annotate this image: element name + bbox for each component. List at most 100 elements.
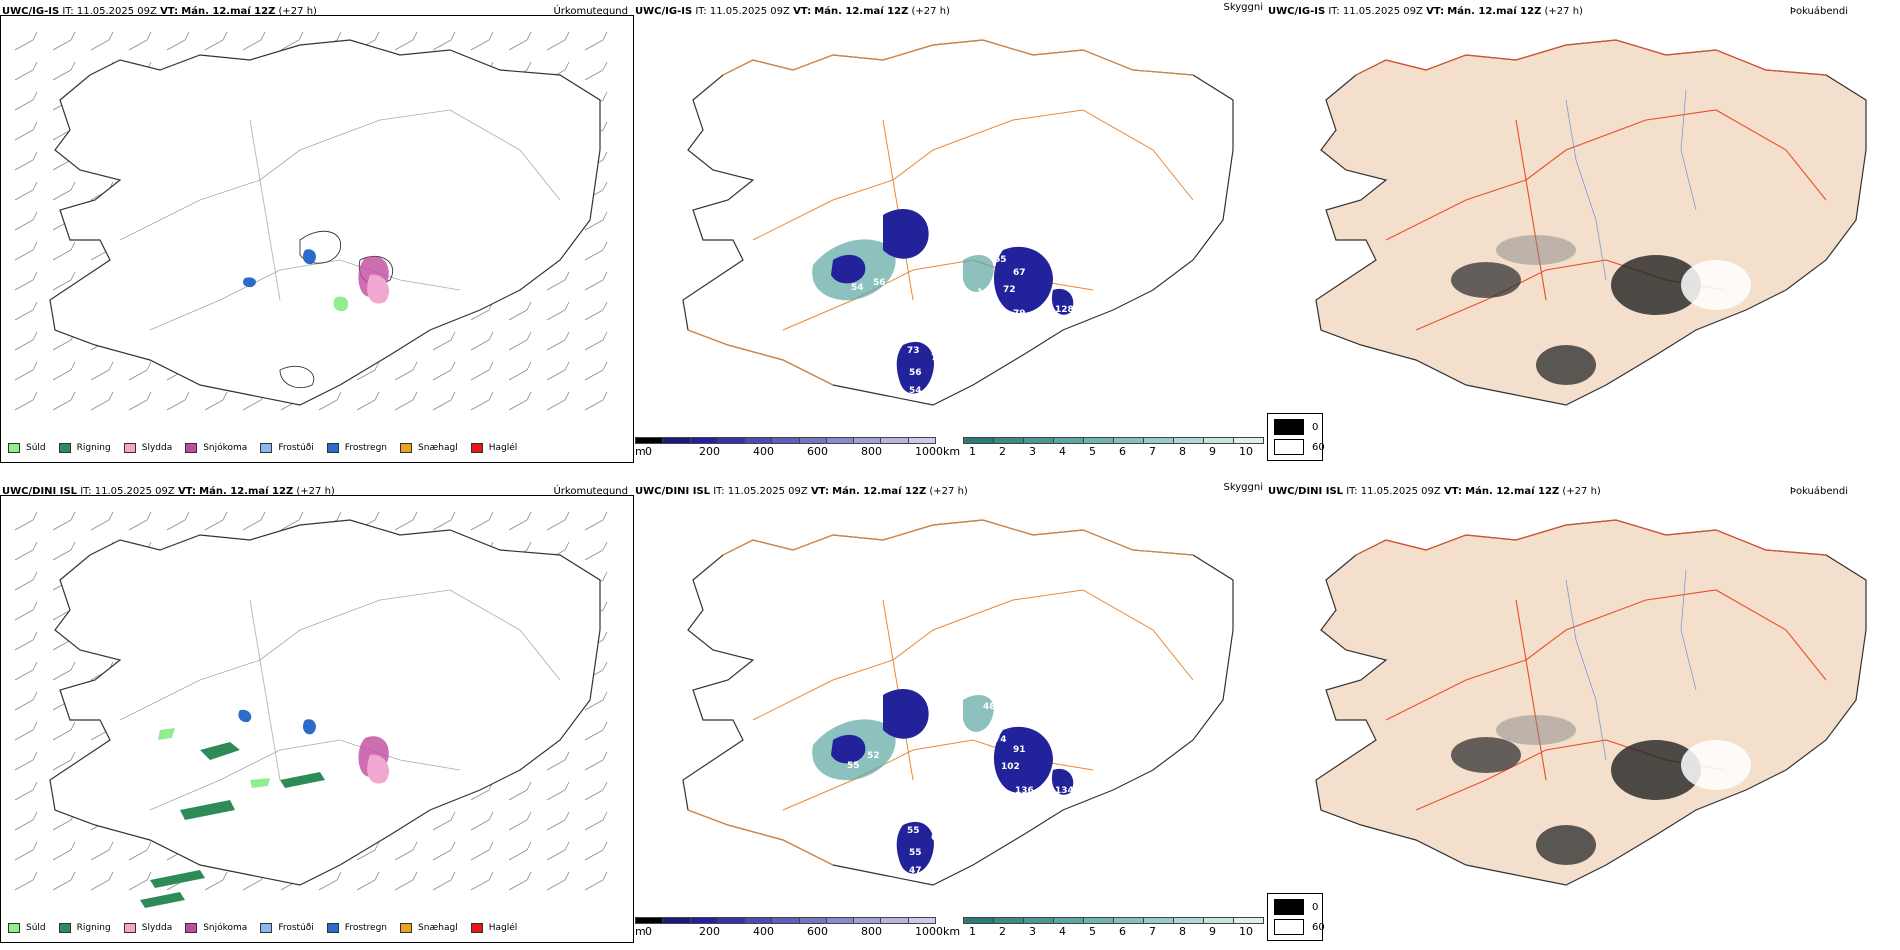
wind-barb: [14, 181, 38, 201]
cb-unit-m: m: [635, 445, 646, 458]
legend-swatch: [58, 923, 71, 933]
wind-barb: [508, 871, 532, 891]
wind-barb: [546, 871, 570, 891]
wind-barb: [584, 541, 608, 561]
wind-barb: [166, 31, 190, 51]
wind-barb: [14, 31, 38, 51]
colorbar-segment: [1053, 917, 1084, 924]
colorbar-segment: [880, 437, 909, 444]
visibility-km-ticks: 1 2 3 4 5 6 7 8 9 10: [963, 925, 1268, 939]
wind-barb: [508, 31, 532, 51]
legend-swatch: [8, 923, 20, 933]
wind-barb: [356, 391, 380, 411]
iceland-fog-map: [1315, 39, 1867, 406]
fog-panel-top: UWC/IG-IS IT: 11.05.2025 09Z VT: Mán. 12…: [1266, 0, 1900, 470]
legend-item: Snæhagl: [400, 443, 458, 453]
wind-barb: [470, 511, 494, 531]
legend-item: Slydda: [123, 923, 172, 933]
wind-barb: [546, 391, 570, 411]
visibility-value: 65: [994, 255, 1007, 265]
coastline: [682, 39, 1234, 406]
wind-barb: [90, 841, 114, 861]
colorbar-tick: 6: [1119, 925, 1126, 938]
fog-areas: [1451, 715, 1751, 865]
wind-barb: [584, 301, 608, 321]
visibility-value: 651: [914, 296, 933, 306]
colorbar-tick: 3: [1029, 445, 1036, 458]
wind-barb: [394, 391, 418, 411]
wind-barb: [584, 31, 608, 51]
colorbar-segment: [1173, 437, 1204, 444]
colorbar-segment: [744, 437, 773, 444]
iceland-visibility-map: 39 56 51 54 651 65 67 187 72 79 128 73 7…: [682, 39, 1234, 406]
wind-barb: [584, 271, 608, 291]
legend-item: Súld: [8, 923, 46, 933]
colorbar-segment: [1173, 917, 1204, 924]
wind-barb: [546, 301, 570, 321]
colorbar-tick: 8: [1179, 925, 1186, 938]
coastline: [1315, 39, 1867, 406]
colorbar-tick: 8: [1179, 445, 1186, 458]
wind-barb: [546, 841, 570, 861]
colorbar-segment: [744, 917, 773, 924]
wind-barb: [432, 811, 456, 831]
fog-legend-row: 0: [1274, 899, 1318, 915]
fog-legend-row: 60: [1274, 439, 1325, 455]
wind-barb: [14, 661, 38, 681]
wind-barb: [14, 391, 38, 411]
wind-barb: [90, 871, 114, 891]
wind-barb: [432, 841, 456, 861]
wind-barb: [356, 841, 380, 861]
visibility-value: 56: [873, 278, 886, 288]
visibility-value: 47: [909, 866, 922, 876]
wind-barb: [52, 61, 76, 81]
panel-parameter: Úrkomutegund: [553, 6, 628, 17]
panel-parameter: Skyggni: [1223, 2, 1263, 13]
iceland-visibility-map: 50 45 52 55 48 74 84 91 102 136 134 55 6…: [682, 519, 1234, 886]
colorbar-tick: 0: [645, 925, 652, 938]
colorbar-tick: 600: [807, 925, 828, 938]
roads: [119, 589, 561, 811]
wind-barb: [470, 391, 494, 411]
wind-barb: [356, 871, 380, 891]
colorbar-segment: [825, 437, 855, 444]
fog-areas: [1451, 235, 1751, 385]
colorbar-segment: [853, 437, 882, 444]
wind-barb: [470, 871, 494, 891]
wind-barb: [14, 691, 38, 711]
visibility-km-colorbar: [963, 437, 1264, 444]
wind-barb: [546, 31, 570, 51]
wind-barb: [546, 751, 570, 771]
fog-swatch: [1274, 419, 1304, 435]
colorbar-segment: [1053, 437, 1084, 444]
wind-barb: [584, 781, 608, 801]
wind-barb: [242, 31, 266, 51]
wind-barb: [546, 361, 570, 381]
colorbar-segment: [963, 917, 994, 924]
legend-swatch: [185, 923, 198, 933]
panel-title: UWC/IG-IS IT: 11.05.2025 09Z VT: Mán. 12…: [1268, 6, 1583, 17]
wind-barb: [90, 511, 114, 531]
colorbar-tick: 800: [861, 925, 882, 938]
colorbar-tick: 9: [1209, 445, 1216, 458]
wind-barb: [280, 511, 304, 531]
legend-swatch: [260, 443, 273, 453]
wind-barb: [508, 511, 532, 531]
wind-barb: [584, 691, 608, 711]
map-frame: [0, 15, 634, 463]
visibility-value: 48: [983, 702, 996, 712]
panel-title: UWC/DINI ISL IT: 11.05.2025 09Z VT: Mán.…: [635, 486, 968, 497]
wind-barb: [508, 781, 532, 801]
colorbar-tick: 10: [1239, 445, 1253, 458]
visibility-value: 39: [939, 251, 952, 261]
legend-item: Súld: [8, 443, 46, 453]
colorbar-segment: [993, 917, 1024, 924]
wind-barb: [14, 331, 38, 351]
visibility-panel-top: UWC/IG-IS IT: 11.05.2025 09Z VT: Mán. 12…: [633, 0, 1268, 470]
precip-type-legend: Súld Rigning Slydda Snjókoma Frostúði Fr…: [8, 923, 530, 933]
wind-barb: [470, 331, 494, 351]
colorbar-segment: [771, 917, 800, 924]
colorbar-segment: [1023, 917, 1054, 924]
colorbar-tick: 1000: [915, 445, 943, 458]
wind-barb: [546, 331, 570, 351]
